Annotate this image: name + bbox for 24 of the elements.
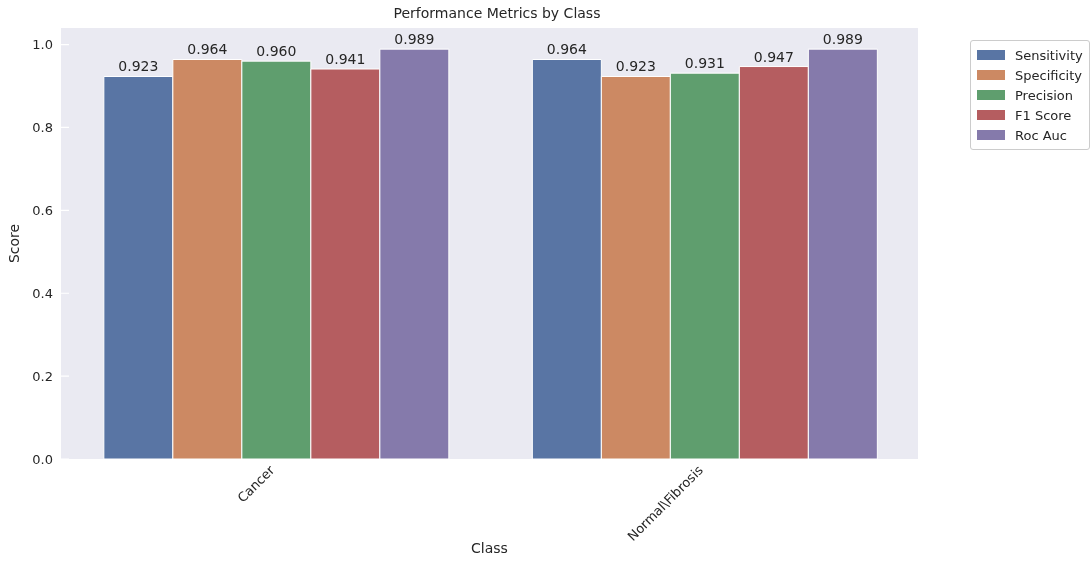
y-tick-label: 0.0 [32,451,53,467]
y-axis-title: Score [5,223,22,264]
x-axis-title: Class [471,540,508,556]
legend-label: Precision [1015,87,1074,103]
data-label: 0.941 [325,51,366,68]
data-label: 0.989 [394,31,435,48]
data-label: 0.964 [546,41,587,58]
chart-title: Performance Metrics by Class [392,5,602,21]
data-label: 0.989 [822,31,863,48]
y-tick-label: 0.2 [32,368,53,384]
data-label: 0.947 [753,48,794,65]
y-tick-label: 0.8 [32,120,53,136]
y-tick-label: 1.0 [32,37,53,53]
legend-label: Specificity [1015,67,1082,83]
legend-label: F1 Score [1015,107,1072,123]
data-label: 0.960 [256,43,297,60]
y-tick-label: 0.6 [32,202,53,218]
legend-label: Sensitivity [1015,47,1083,63]
legend-label: Roc Auc [1015,127,1067,143]
data-label: 0.923 [615,58,656,75]
y-tick-label: 0.4 [32,285,53,301]
data-label: 0.923 [118,58,159,75]
data-label: 0.931 [684,55,725,72]
data-label: 0.964 [187,41,228,58]
